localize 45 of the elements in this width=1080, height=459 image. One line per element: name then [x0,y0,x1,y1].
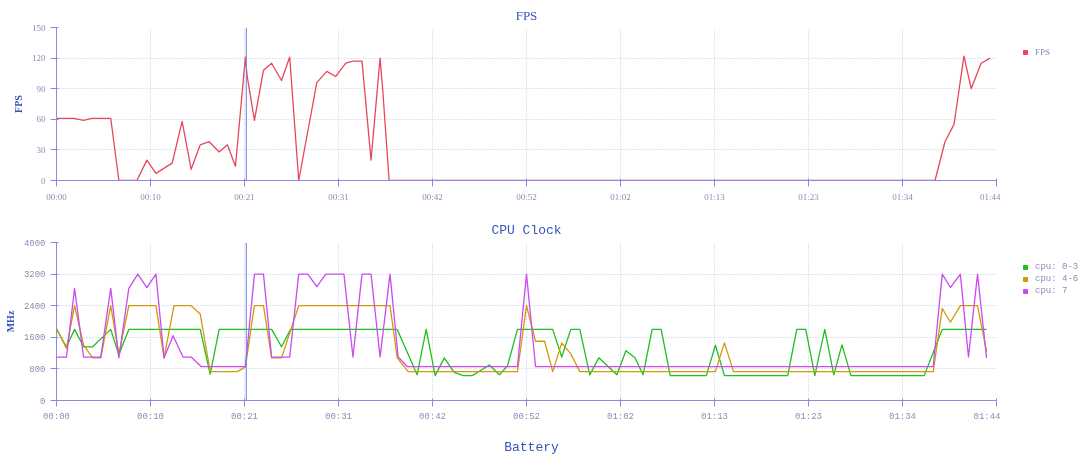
chart-title: CPU Clock [491,222,562,238]
y-tick-label: 150 [32,22,46,33]
legend-label: cpu: 7 [1035,286,1068,296]
y-tick-label: 2400 [23,301,46,312]
x-tick-label: 00:00 [46,191,68,202]
x-tick-label: 01:02 [610,191,631,202]
legend-label: cpu: 0-3 [1035,262,1079,272]
x-tick-label: 00:52 [513,411,541,422]
x-tick-label: 00:42 [419,411,447,422]
x-tick-label: 00:10 [137,411,165,422]
x-tick-label: 00:42 [422,191,443,202]
x-tick-label: 00:10 [140,191,162,202]
x-tick-label: 00:21 [234,191,255,202]
x-tick-label: 00:00 [43,411,71,422]
x-tick-label: 01:13 [704,191,726,202]
y-tick-label: 60 [36,114,46,125]
x-tick-label: 01:34 [889,411,917,422]
y-tick-label: 0 [40,396,46,407]
x-tick-label: 01:44 [973,411,1001,422]
x-tick-label: 00:21 [231,411,259,422]
x-tick-label: 01:13 [701,411,729,422]
text: Battery [504,439,559,455]
line-series [56,273,988,368]
x-tick-label: 01:02 [607,411,635,422]
x-tick-label: 01:23 [798,191,820,202]
y-tick-label: 1600 [23,333,46,344]
x-tick-label: 00:52 [516,191,537,202]
y-axis-title: FPS [13,94,24,113]
x-tick-label: 00:31 [325,411,353,422]
y-tick-label: 120 [32,53,46,64]
y-tick-label: 90 [36,83,46,94]
line-series [56,305,988,373]
y-tick-label: 30 [36,144,46,155]
x-tick-label: 01:34 [892,191,914,202]
y-tick-label: 800 [29,364,46,375]
x-tick-label: 01:23 [795,411,823,422]
y-tick-label: 3200 [23,270,46,281]
chart-title: FPS [515,7,538,23]
legend-label: FPS [1035,47,1052,57]
y-axis-title: MHz [4,310,16,333]
x-tick-label: 00:31 [328,191,349,202]
legend-label: cpu: 4-6 [1035,274,1079,284]
x-tick-label: 01:44 [980,191,1001,202]
y-tick-label: 0 [41,175,46,186]
y-tick-label: 4000 [23,238,46,249]
